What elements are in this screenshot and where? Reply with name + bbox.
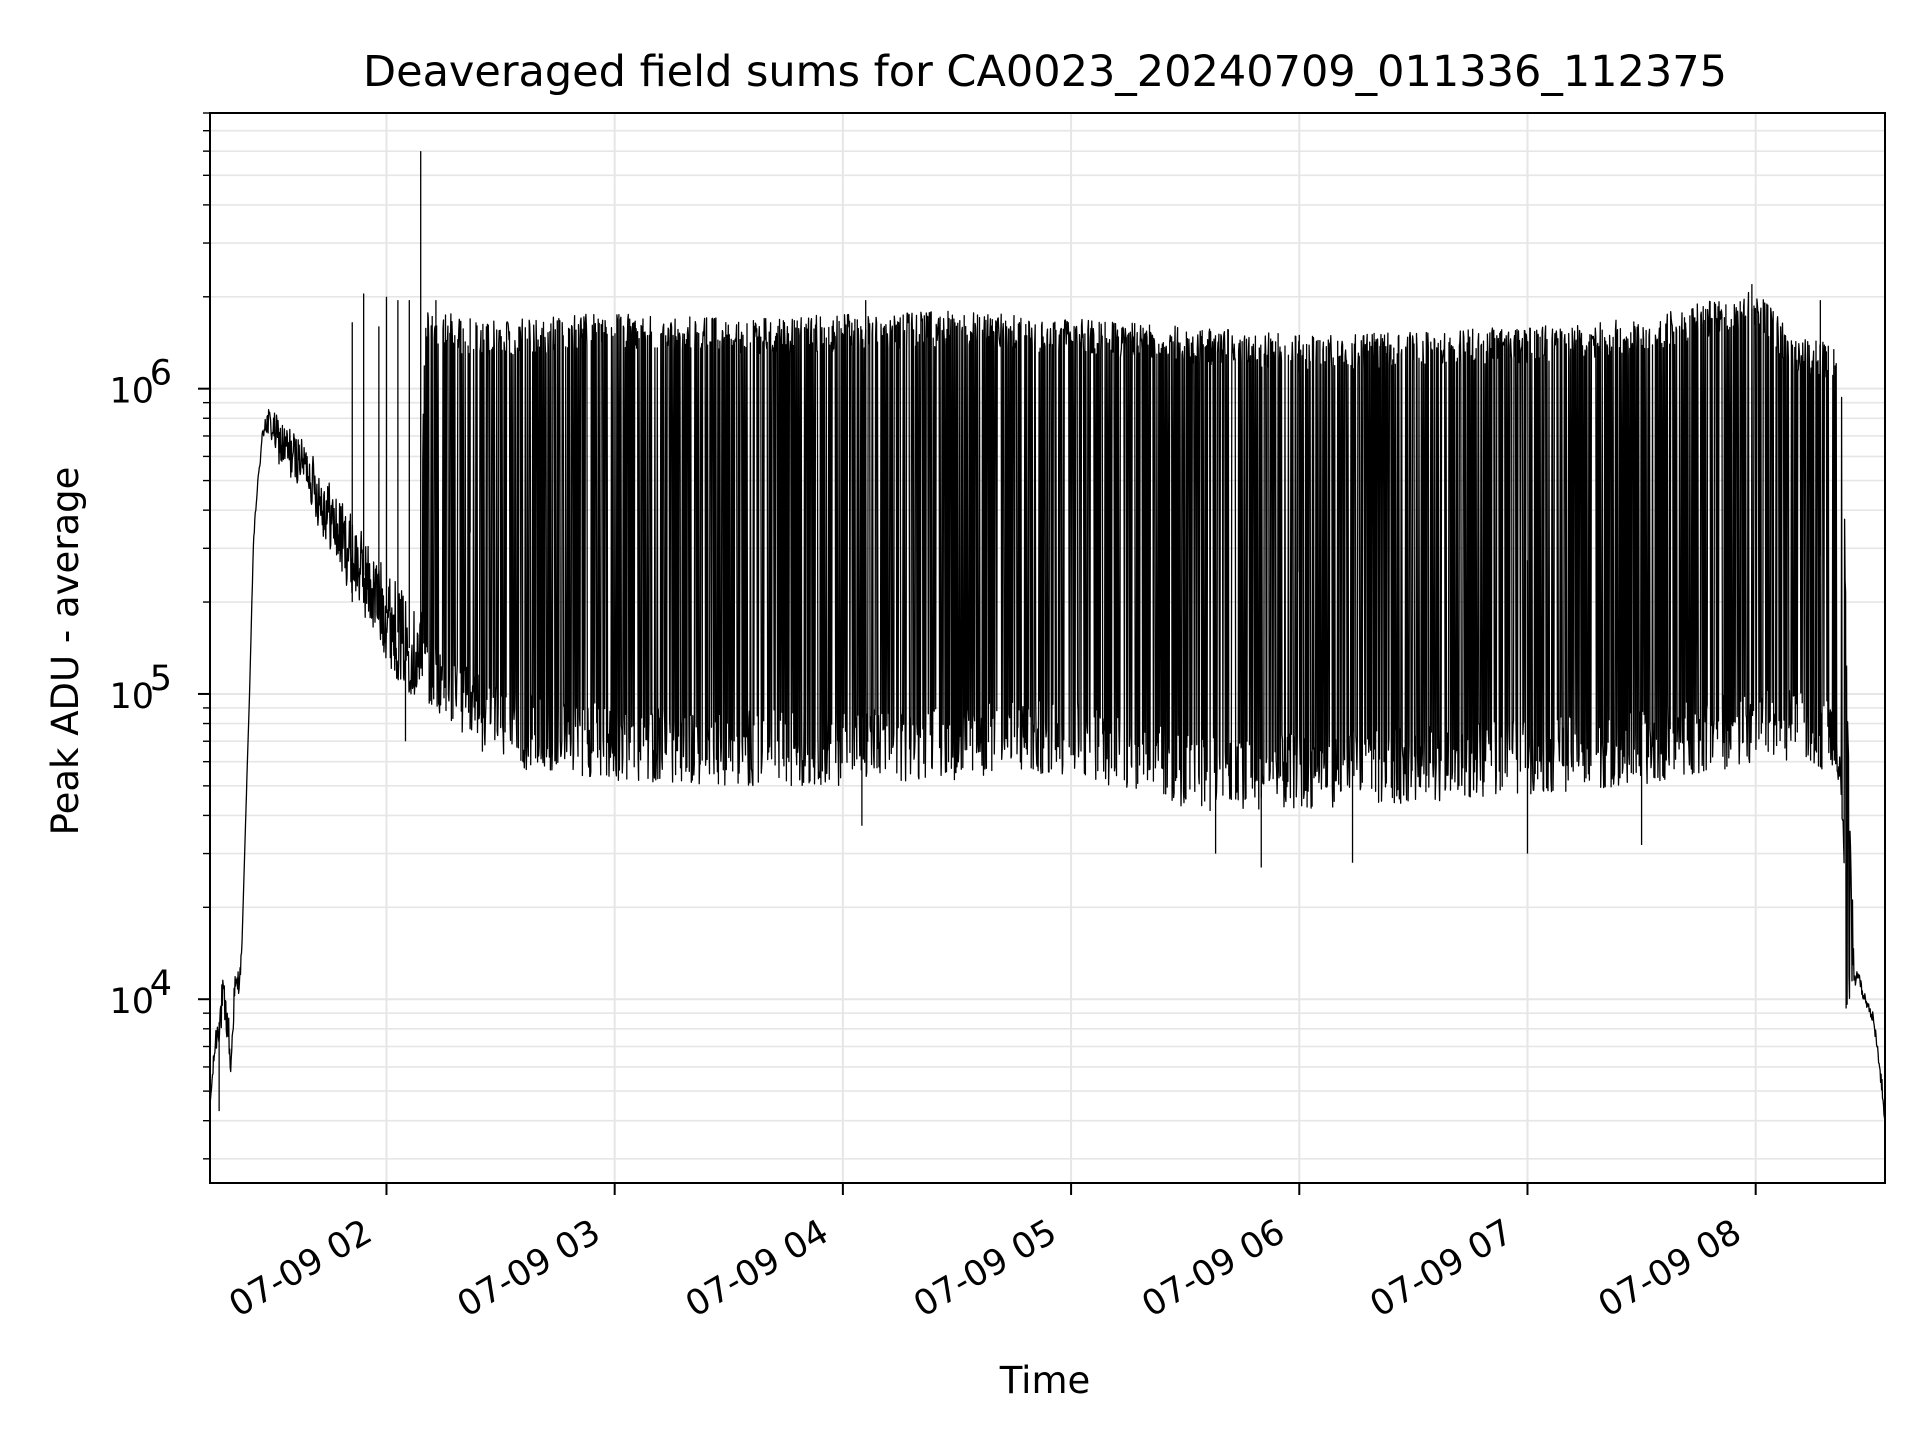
y-tick-exponent: 6 bbox=[150, 354, 172, 394]
chart-title: Deaveraged field sums for CA0023_2024070… bbox=[363, 47, 1727, 97]
y-axis-label: Peak ADU - average bbox=[44, 467, 87, 836]
y-tick-exponent: 5 bbox=[150, 659, 172, 699]
y-tick-exponent: 4 bbox=[150, 964, 172, 1004]
data-series bbox=[209, 151, 1886, 1124]
plot-frame bbox=[209, 112, 1886, 1184]
y-tick-label: 10 bbox=[109, 372, 154, 412]
x-axis-label: Time bbox=[999, 1359, 1091, 1402]
y-tick-label: 10 bbox=[109, 677, 154, 717]
y-tick-label: 10 bbox=[109, 982, 154, 1022]
series-line bbox=[209, 291, 1886, 1124]
